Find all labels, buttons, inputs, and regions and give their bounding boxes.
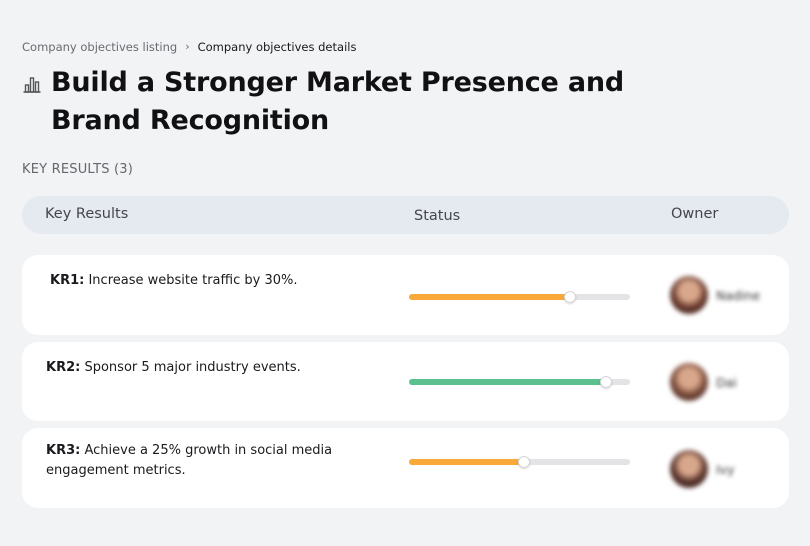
- breadcrumb-current: Company objectives details: [197, 40, 357, 54]
- key-result-text: Increase website traffic by 30%.: [88, 273, 298, 288]
- chevron-right-icon: ›: [185, 40, 190, 53]
- page-title: Build a Stronger Market Presence and Bra…: [51, 67, 625, 136]
- column-header-status: Status: [414, 208, 461, 224]
- key-results-count-label: KEY RESULTS (3): [22, 162, 134, 177]
- breadcrumb-objectives-listing-link[interactable]: Company objectives listing: [22, 40, 178, 54]
- key-result-code: KR2:: [46, 360, 81, 375]
- status-progress-bar: [409, 376, 630, 388]
- owner-name: Dai: [716, 374, 737, 390]
- owner[interactable]: Nadine: [670, 276, 760, 314]
- status-progress-fill: [409, 379, 606, 385]
- status-progress-bar: [409, 291, 630, 303]
- key-result-description: KR2: Sponsor 5 major industry events.: [46, 358, 356, 378]
- key-result-row[interactable]: KR2: Sponsor 5 major industry events. Da…: [22, 342, 789, 421]
- key-result-text: Achieve a 25% growth in social media eng…: [46, 443, 333, 478]
- bar-chart-icon: [22, 74, 42, 94]
- avatar: [670, 450, 708, 488]
- breadcrumb: Company objectives listing › Company obj…: [22, 40, 356, 54]
- key-result-text: Sponsor 5 major industry events.: [84, 360, 301, 375]
- owner[interactable]: Dai: [670, 363, 737, 401]
- column-header-owner: Owner: [671, 206, 719, 222]
- key-result-description: KR3: Achieve a 25% growth in social medi…: [46, 441, 356, 481]
- table-header: Key Results Status Owner: [22, 196, 789, 234]
- owner-name: Nadine: [716, 287, 761, 303]
- key-result-code: KR3:: [46, 443, 81, 458]
- column-header-key-results: Key Results: [45, 206, 129, 222]
- status-progress-bar: [409, 456, 630, 468]
- avatar: [670, 276, 708, 314]
- status-progress-fill: [409, 294, 571, 300]
- owner[interactable]: Ivy: [670, 450, 734, 488]
- key-result-row[interactable]: KR3: Achieve a 25% growth in social medi…: [22, 428, 789, 508]
- key-result-code: KR1:: [50, 273, 85, 288]
- key-result-description: KR1: Increase website traffic by 30%.: [50, 271, 360, 291]
- status-progress-knob: [564, 291, 577, 303]
- status-progress-knob: [599, 376, 612, 388]
- status-progress-knob: [517, 456, 530, 468]
- status-progress-fill: [409, 459, 524, 465]
- owner-name: Ivy: [716, 461, 735, 477]
- avatar: [670, 363, 708, 401]
- key-result-row[interactable]: KR1: Increase website traffic by 30%. Na…: [22, 255, 789, 335]
